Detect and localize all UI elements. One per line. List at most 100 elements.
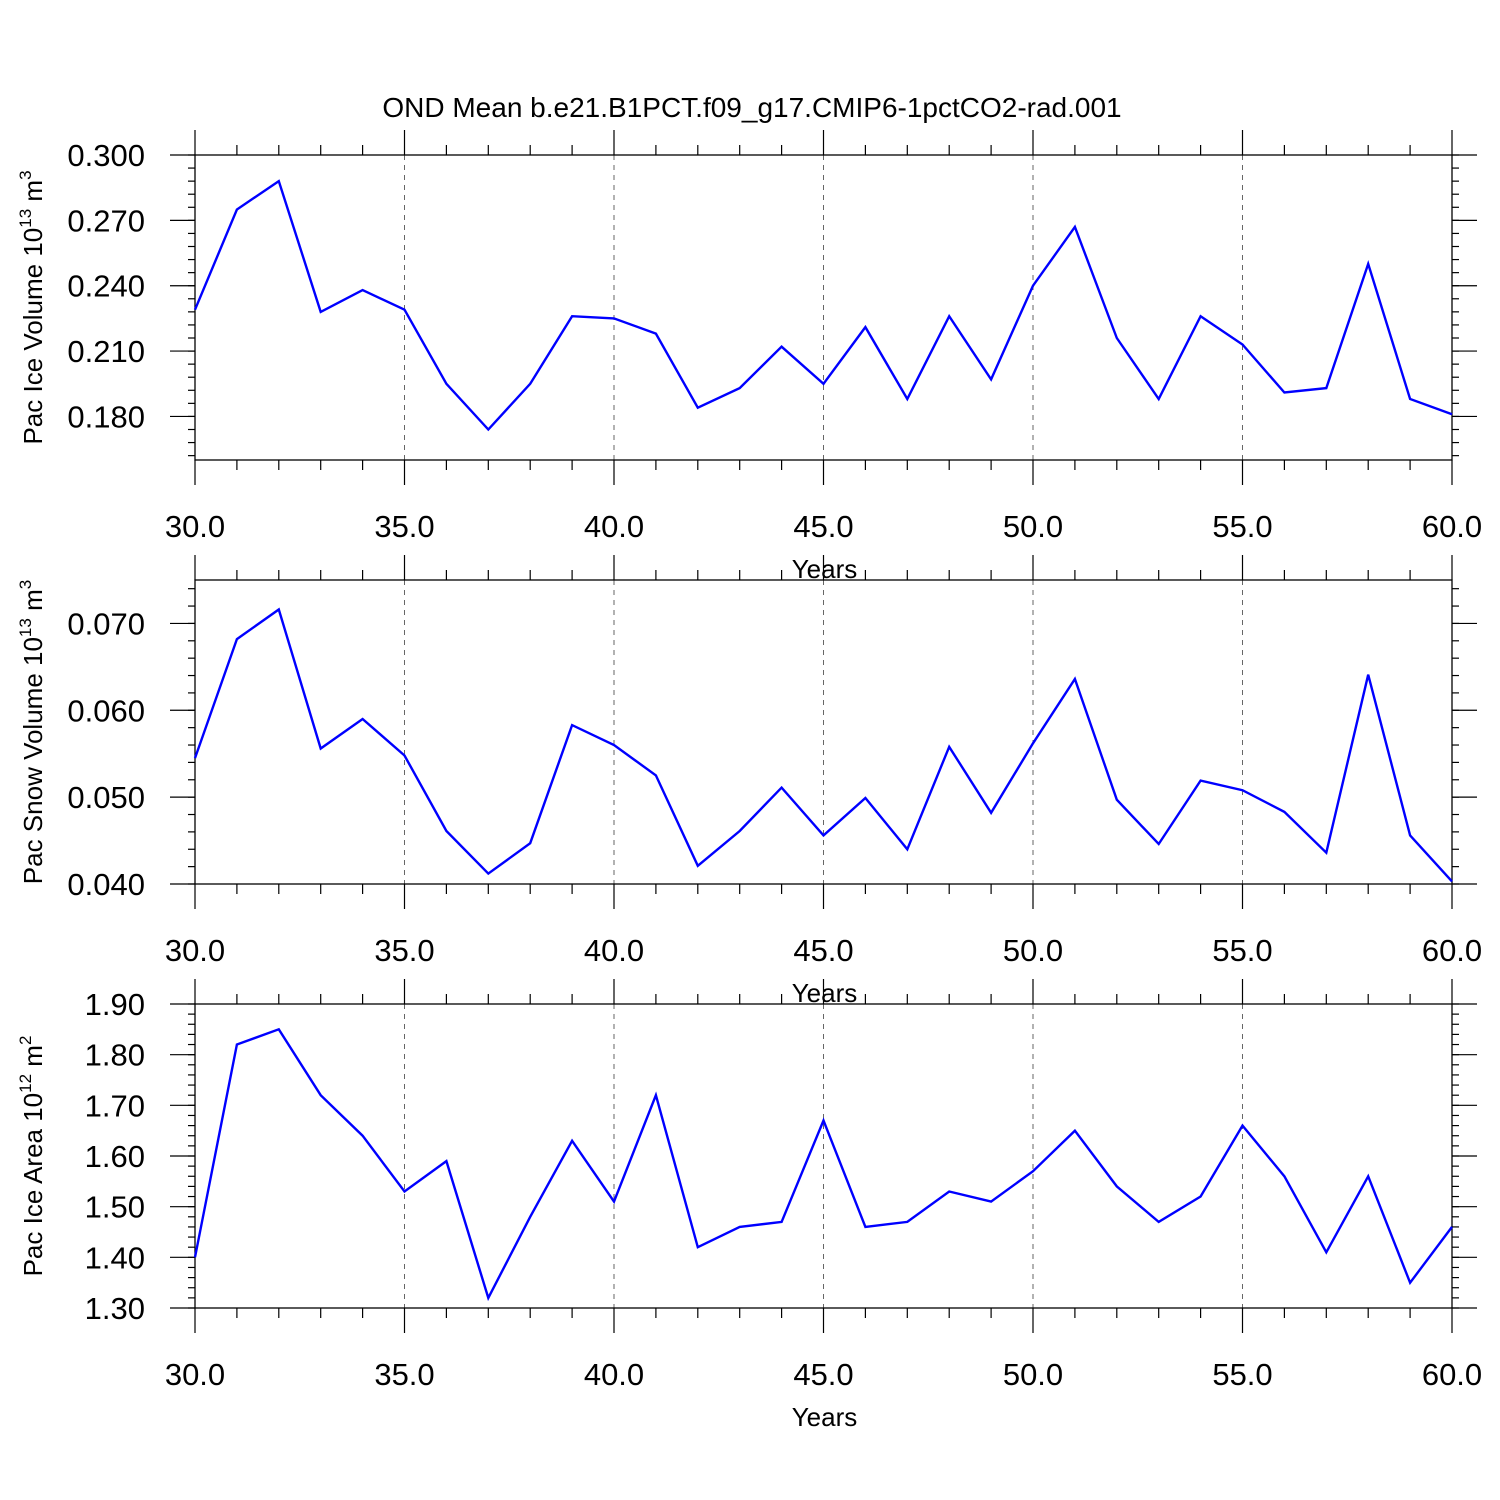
data-point	[696, 1245, 700, 1249]
x-tick-label: 60.0	[1422, 933, 1482, 968]
data-point	[822, 833, 826, 837]
data-point	[1408, 1281, 1412, 1285]
data-point	[486, 428, 490, 432]
data-point	[1241, 1124, 1245, 1128]
y-tick-label: 1.80	[85, 1038, 145, 1073]
y-axis-label: Pac Ice Volume 1013 m3	[16, 170, 48, 444]
data-point	[863, 796, 867, 800]
data-point	[1157, 842, 1161, 846]
y-tick-label: 0.180	[67, 399, 145, 434]
data-point	[277, 608, 281, 612]
data-point	[1115, 1184, 1119, 1188]
data-point	[1450, 879, 1454, 883]
data-point	[528, 1215, 532, 1219]
data-point	[1115, 798, 1119, 802]
data-point	[947, 745, 951, 749]
data-point	[1408, 397, 1412, 401]
x-tick-label: 30.0	[165, 509, 225, 544]
data-point	[780, 345, 784, 349]
y-tick-label: 1.70	[85, 1088, 145, 1123]
data-point	[444, 382, 448, 386]
data-point	[1157, 1220, 1161, 1224]
data-point	[235, 207, 239, 211]
data-point	[654, 773, 658, 777]
data-point	[947, 1189, 951, 1193]
data-point	[403, 1189, 407, 1193]
data-point	[1408, 833, 1412, 837]
data-point	[1031, 741, 1035, 745]
x-tick-label: 50.0	[1003, 933, 1063, 968]
data-point	[612, 1200, 616, 1204]
data-point	[444, 1159, 448, 1163]
y-tick-label: 0.060	[67, 693, 145, 728]
x-tick-label: 45.0	[793, 509, 853, 544]
data-point	[319, 310, 323, 314]
data-point	[1073, 225, 1077, 229]
data-point	[989, 1200, 993, 1204]
panel-3: 1.30 1.40 1.50 1.60 1.70 1.80 1.90 30.0 35.0 40.0…	[16, 979, 1482, 1432]
data-point	[989, 811, 993, 815]
series-line	[193, 607, 1453, 883]
data-point	[1199, 779, 1203, 783]
figure-title: OND Mean b.e21.B1PCT.f09_g17.CMIP6-1pctC…	[382, 92, 1121, 123]
data-point	[738, 1225, 742, 1229]
y-axis-label: Pac Ice Area 1012 m2	[16, 1036, 48, 1277]
y-tick-label: 0.240	[67, 269, 145, 304]
data-point	[654, 332, 658, 336]
x-tick-label: 55.0	[1212, 933, 1272, 968]
x-tick-label: 35.0	[374, 1357, 434, 1392]
x-axis-label: Years	[792, 1402, 858, 1432]
y-tick-label: 0.070	[67, 606, 145, 641]
data-point	[905, 847, 909, 851]
data-point	[403, 753, 407, 757]
data-point	[277, 179, 281, 183]
x-tick-label: 40.0	[584, 933, 644, 968]
data-point	[1324, 851, 1328, 855]
data-point	[193, 308, 197, 312]
y-tick-label: 0.050	[67, 780, 145, 815]
x-tick-label: 35.0	[374, 509, 434, 544]
data-point	[570, 314, 574, 318]
data-point	[1199, 314, 1203, 318]
series-line	[193, 179, 1453, 432]
data-point	[1450, 1225, 1454, 1229]
data-point	[361, 717, 365, 721]
data-point	[1115, 336, 1119, 340]
data-point	[1031, 1169, 1035, 1173]
data-point	[1366, 1174, 1370, 1178]
data-point	[989, 377, 993, 381]
data-point	[612, 316, 616, 320]
data-point	[528, 382, 532, 386]
x-tick-label: 60.0	[1422, 1357, 1482, 1392]
data-point	[193, 1255, 197, 1259]
data-point	[947, 314, 951, 318]
y-axis-label: Pac Snow Volume 1013 m3	[16, 580, 48, 884]
data-point	[1324, 386, 1328, 390]
x-tick-label: 30.0	[165, 1357, 225, 1392]
data-point	[319, 747, 323, 751]
y-tick-label: 0.040	[67, 867, 145, 902]
data-point	[1366, 673, 1370, 677]
data-point	[1073, 1129, 1077, 1133]
data-point	[863, 1225, 867, 1229]
data-point	[1241, 343, 1245, 347]
data-point	[235, 637, 239, 641]
data-point	[822, 1119, 826, 1123]
data-point	[1282, 810, 1286, 814]
x-tick-label: 60.0	[1422, 509, 1482, 544]
data-point	[486, 872, 490, 876]
data-point	[361, 1134, 365, 1138]
data-point	[1324, 1250, 1328, 1254]
y-tick-label: 1.60	[85, 1139, 145, 1174]
data-point	[235, 1043, 239, 1047]
data-point	[822, 382, 826, 386]
data-point	[1073, 677, 1077, 681]
data-point	[696, 864, 700, 868]
x-tick-label: 50.0	[1003, 509, 1063, 544]
data-point	[905, 397, 909, 401]
y-tick-label: 1.90	[85, 987, 145, 1022]
series-line	[193, 1027, 1453, 1302]
panels: 0.180 0.210 0.240 0.270 0.300 30.0 35.0 40.0 45.…	[16, 130, 1482, 1432]
x-tick-label: 55.0	[1212, 509, 1272, 544]
x-tick-label: 40.0	[584, 1357, 644, 1392]
